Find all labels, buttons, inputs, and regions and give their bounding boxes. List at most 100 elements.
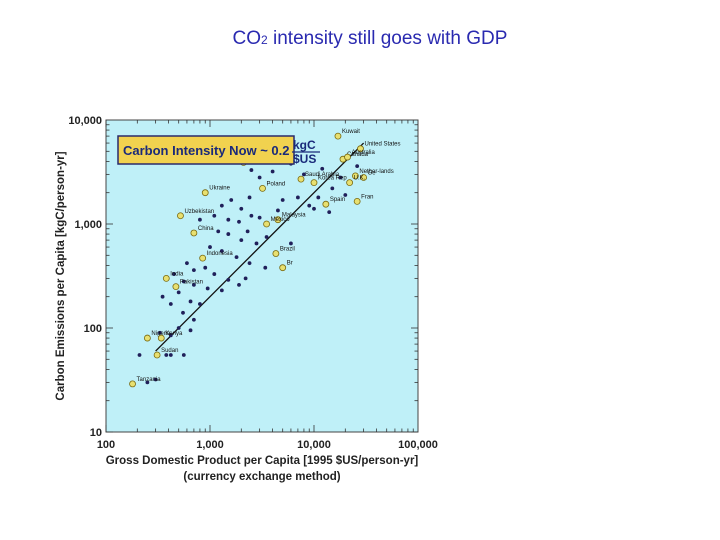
data-point [188,299,193,304]
annotation-box [117,135,295,165]
data-point [145,380,150,385]
carbon-intensity-annotation: Carbon Intensity Now ~ 0.2 kgC $US [117,135,320,166]
data-point [181,353,186,357]
slide-title: CO2 intensity still goes with GDP [0,28,720,50]
point-label: China [198,226,214,232]
trendline-layer [155,142,365,352]
highlighted-point [172,283,180,291]
point-label: Spain [330,197,345,203]
data-point [338,175,343,180]
data-point [302,172,306,177]
highlighted-point [351,172,359,180]
annotation-unit-bottom: $US [293,152,316,166]
point-label: U.K. [354,176,366,182]
title-rest: intensity still goes with GDP [267,28,508,49]
data-point [264,235,269,239]
highlighted-point [177,212,184,220]
y-tick-label: 1,000 [74,219,102,231]
data-point [237,282,241,287]
data-point [257,175,262,180]
highlighted-point [143,334,151,342]
y-tick-label: 100 [84,323,102,335]
point-label: Sudan [161,348,178,354]
x-tick-label: 100 [97,439,115,451]
data-point [276,208,280,213]
data-point [191,282,196,287]
annotation-unit-top: kgC [293,138,316,152]
data-point [172,272,176,276]
carbon-intensity-trendline [155,142,365,352]
data-point [257,215,262,220]
point-label: Indonesia [207,251,234,257]
data-point [239,238,244,243]
highlighted-point [279,264,287,272]
highlighted-point [322,200,330,208]
point-label: Br [287,261,293,267]
highlighted-point [153,351,161,359]
point-label: Kuwait [342,129,360,135]
data-point [181,279,186,284]
data-point [330,186,335,191]
point-label: Saudi Arabia [305,172,340,178]
data-point [219,288,224,293]
point-label: Mexico [271,217,291,223]
point-label: Fran [361,194,373,200]
data-point [153,377,158,382]
data-point [245,229,250,234]
data-point [247,195,252,200]
data-point [176,290,181,295]
data-point [289,241,293,246]
data-point [158,330,162,335]
data-point [226,217,231,222]
point-label: Canada [347,152,369,158]
point-label: Tanzania [137,377,162,383]
highlighted-point [259,184,266,192]
highlighted-point [334,132,342,140]
annotation-text: Carbon Intensity Now ~ 0.2 [123,143,290,158]
data-point [316,195,321,200]
data-point [176,326,181,330]
data-point [203,265,208,270]
point-label: Ukraine [209,186,230,192]
x-axis-sublabel: (currency exchange method) [183,471,340,483]
highlighted-point [272,250,280,257]
data-point [191,268,196,273]
y-axis-label: Carbon Emissions per Capita [kgC/person-… [55,151,67,400]
data-point [198,217,202,222]
data-point [198,302,202,306]
point-label: Nether-lands [359,169,393,175]
point-label: Uzbekistan [184,209,214,215]
x-axis-label: Gross Domestic Product per Capita [1995 … [106,455,419,467]
data-point [270,169,275,174]
highlighted-point [129,380,136,388]
highlighted-point [274,216,282,224]
highlighted-point [353,197,361,205]
point-label: Australia [352,150,376,156]
x-tick-label: 100,000 [398,439,438,451]
data-point [295,195,300,200]
data-point [188,328,193,333]
data-point [219,249,224,253]
data-point [208,245,212,249]
data-point [355,164,360,169]
data-point [181,310,185,315]
data-point [247,261,252,266]
highlighted-point [199,254,207,262]
unlabeled-points [137,161,360,385]
highlighted-point [162,274,170,282]
highlighted-point [201,189,209,197]
data-point [219,203,224,208]
data-point [243,276,248,281]
data-point [160,294,165,299]
plot-background [105,119,419,433]
data-point [312,206,316,211]
point-label: Brazil [280,247,295,253]
data-point [237,219,241,224]
tick-marks [105,120,418,433]
data-point [239,206,244,211]
point-label: Poland [267,181,286,187]
data-point [254,241,259,246]
